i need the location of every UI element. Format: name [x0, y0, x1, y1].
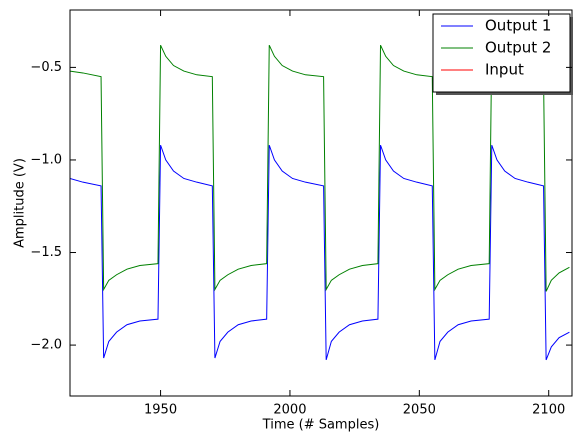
y-tick-label: −1.0: [30, 152, 62, 167]
y-tick-label: −1.5: [30, 245, 62, 260]
legend-box: [432, 13, 571, 93]
series-line: [70, 144, 570, 361]
legend-label: Input: [485, 61, 524, 79]
x-axis-label: Time (# Samples): [262, 418, 380, 433]
legend-label: Output 1: [485, 17, 551, 35]
y-tick-label: −2.0: [30, 338, 62, 353]
plot-frame: [69, 9, 573, 397]
x-tick-label: 2100: [532, 403, 565, 418]
legend: Output 1 Output 2 Input: [432, 13, 573, 95]
x-tick-label: 2000: [273, 403, 306, 418]
x-tick-label: 1950: [144, 403, 177, 418]
y-axis-label: Amplitude (V): [13, 158, 28, 248]
y-tick-label: −0.5: [30, 60, 62, 75]
legend-label: Output 2: [485, 39, 551, 57]
x-tick-label: 2050: [403, 403, 436, 418]
